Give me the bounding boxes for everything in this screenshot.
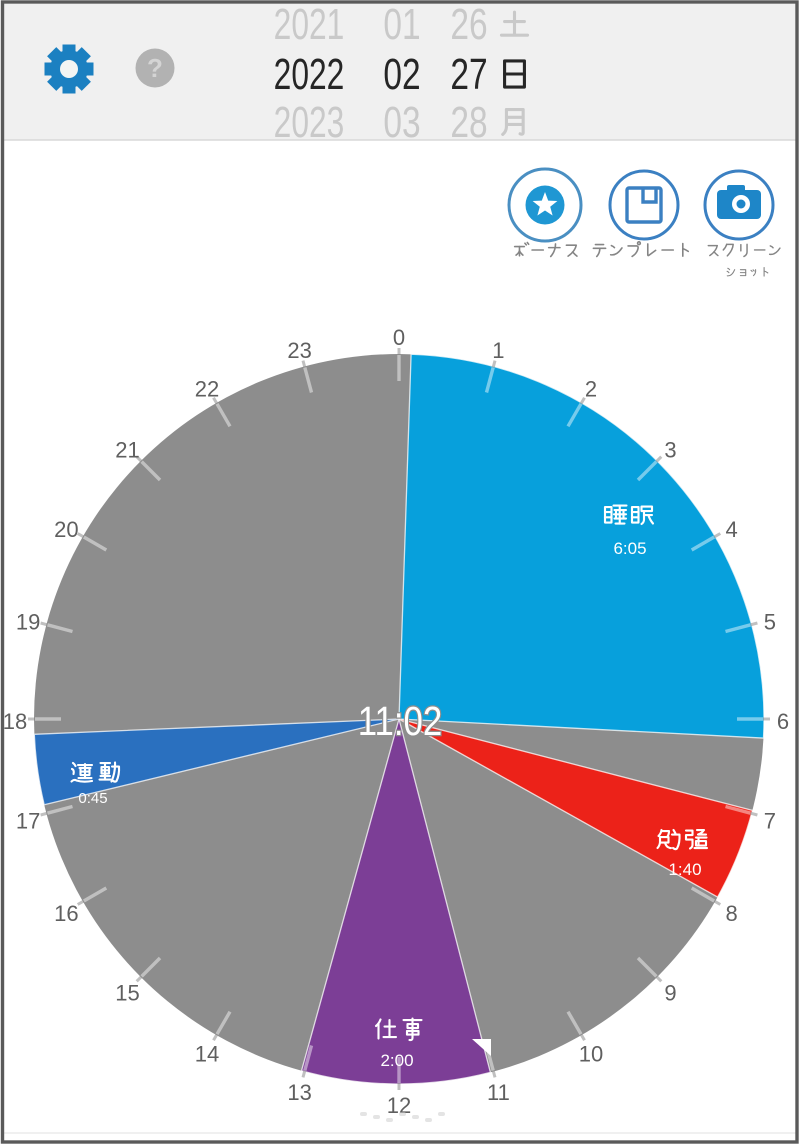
svg-text:15: 15 (115, 981, 139, 1006)
svg-text:18: 18 (3, 709, 27, 734)
svg-text:5: 5 (764, 610, 776, 635)
svg-text:1: 1 (492, 338, 504, 363)
svg-text:6:05: 6:05 (613, 539, 646, 558)
svg-text:3: 3 (664, 438, 676, 463)
svg-text:21: 21 (115, 438, 139, 463)
svg-text:7: 7 (764, 808, 776, 833)
svg-text:01: 01 (383, 1, 420, 49)
svg-text:9: 9 (664, 981, 676, 1006)
svg-text:11:02: 11:02 (358, 699, 443, 744)
svg-text:23: 23 (287, 338, 311, 363)
svg-text:2: 2 (585, 376, 597, 401)
svg-text:6: 6 (777, 709, 789, 734)
svg-text:14: 14 (195, 1042, 219, 1067)
svg-text:10: 10 (579, 1042, 603, 1067)
svg-text:13: 13 (287, 1080, 311, 1105)
svg-text:2022: 2022 (274, 51, 345, 99)
svg-text:22: 22 (195, 376, 219, 401)
svg-text:0: 0 (393, 325, 405, 350)
svg-text:27: 27 (450, 51, 487, 99)
svg-text:2021: 2021 (274, 1, 345, 49)
svg-text:02: 02 (383, 51, 420, 99)
svg-text:28: 28 (450, 99, 487, 147)
svg-text:17: 17 (16, 808, 40, 833)
svg-text:2:00: 2:00 (380, 1051, 413, 1070)
svg-text:19: 19 (16, 610, 40, 635)
svg-text:16: 16 (54, 901, 78, 926)
svg-text:1:40: 1:40 (668, 860, 701, 879)
svg-text:0:45: 0:45 (78, 790, 107, 807)
svg-text:11: 11 (487, 1080, 510, 1105)
svg-text:20: 20 (54, 517, 78, 542)
svg-text:2023: 2023 (274, 99, 345, 147)
svg-text:26: 26 (450, 1, 487, 49)
svg-text:4: 4 (725, 517, 737, 542)
svg-text:03: 03 (383, 99, 420, 147)
svg-text:8: 8 (725, 901, 737, 926)
svg-text:12: 12 (387, 1093, 411, 1118)
svg-text:?: ? (147, 53, 163, 83)
